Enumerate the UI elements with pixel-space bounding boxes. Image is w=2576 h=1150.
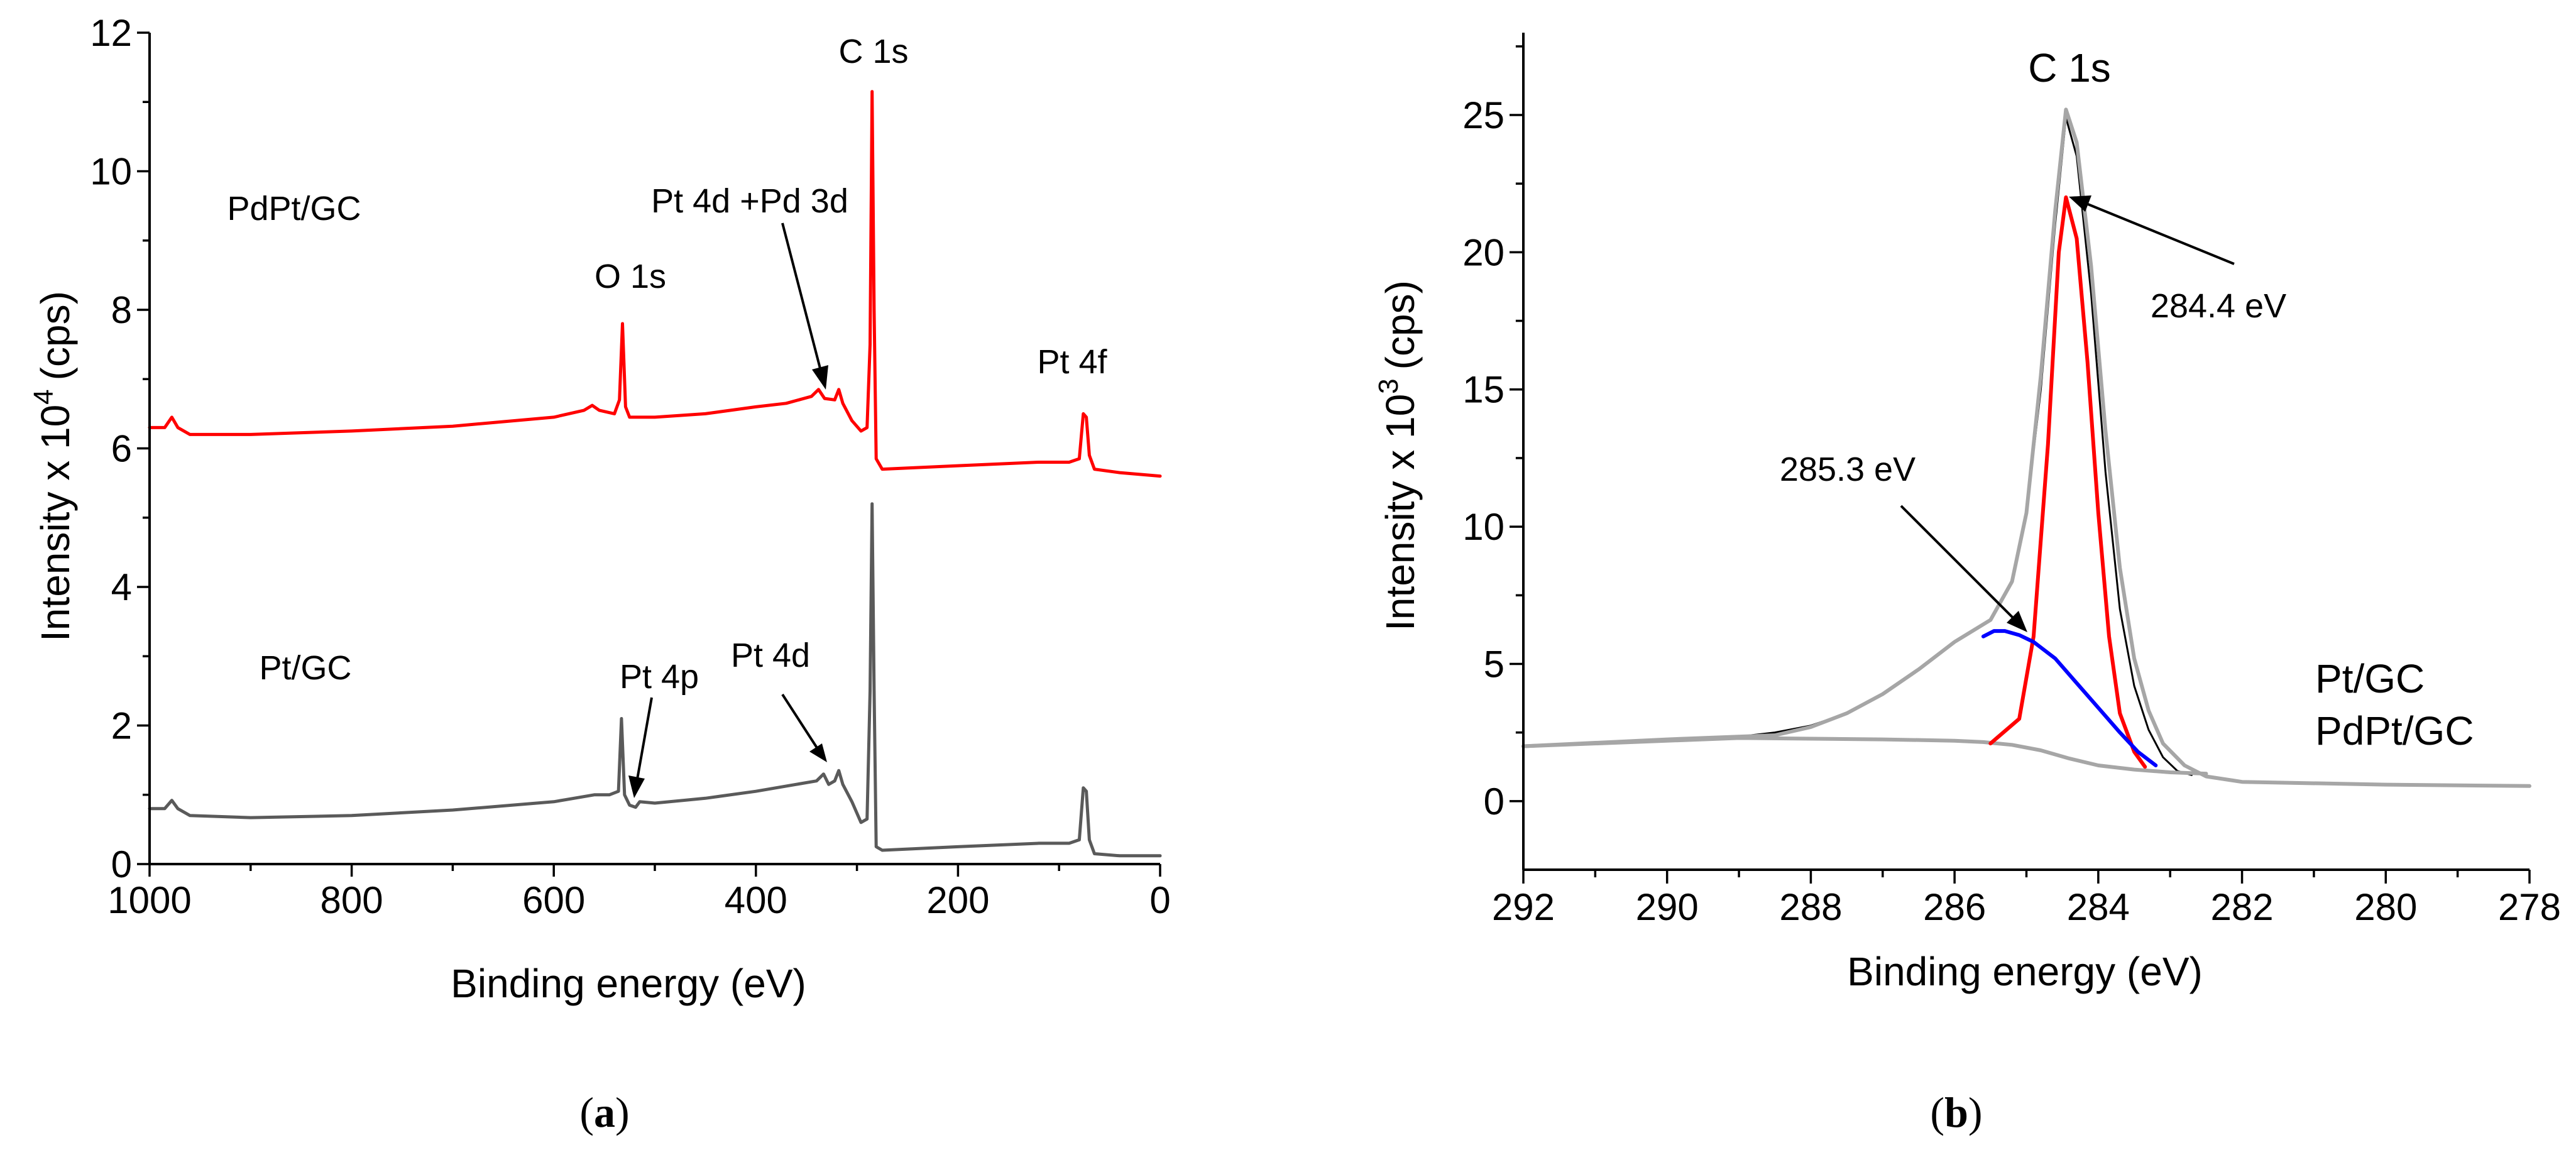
panel-b-caption-letter: b [1944,1088,1968,1136]
panel-a-label-pt4d-pd3d: Pt 4d +Pd 3d [651,182,848,220]
panel-a-label-pt4d: Pt 4d [731,637,810,674]
panel-a-label-pt4p: Pt 4p [620,658,699,696]
panel-a-y-tick-label: 8 [111,289,132,331]
panel-b-x-tick-label: 284 [2067,886,2130,928]
panel-b-x-tick-label: 282 [2211,886,2274,928]
panel-b-y-ticks: 0 5 10 15 20 25 [1462,45,1523,823]
panel-b-y-tick-label: 25 [1462,94,1504,136]
panel-b-x-tick-label: 290 [1636,886,1699,928]
panel-a-axes [148,33,1160,865]
panel-b-x-ticks: 292 290 288 286 284 282 280 278 [1492,870,2561,928]
panel-a-label-pt4f: Pt 4f [1037,343,1107,381]
panel-b-arrow-284-4ev [2069,195,2235,265]
panel-b-x-tick-label: 286 [1923,886,1986,928]
panel-b-chart: 292 290 288 286 284 282 280 278 0 5 10 15 20 25 Bind… [1373,33,2561,1136]
panel-b-x-tick-label: 278 [2498,886,2561,928]
panel-a-chart: 1000 800 600 400 200 0 0 2 4 6 8 10 12 Binding ener… [28,12,1171,1136]
panel-a-arrow-pt4p [628,697,653,798]
panel-b-label-285-3ev: 285.3 eV [1780,451,1916,488]
panel-a-arrow-pt4d [781,693,827,762]
panel-b-label-284-4ev: 284.4 eV [2151,287,2286,325]
panel-a-caption-letter: a [594,1088,615,1136]
panel-b-legend-item-pdpt-gc: PdPt/GC [2315,708,2474,753]
panel-a-y-tick-label: 6 [111,428,132,470]
panel-b-y-tick-label: 15 [1462,369,1504,411]
panel-a-y-axis-title-base: Intensity x 10 [33,405,78,642]
panel-a-x-tick-label: 200 [926,879,989,921]
panel-b-label-c1s: C 1s [2028,45,2111,90]
panel-a-y-axis-title-exponent: 4 [28,389,59,404]
panel-a-y-axis-title: Intensity x 104 (cps) [28,291,78,642]
panel-b-y-axis-title-base: Intensity x 10 [1378,394,1423,631]
panel-a-x-ticks: 1000 800 600 400 200 0 [107,864,1171,921]
panel-b-series-285-3-ev-component [1981,629,2158,767]
panel-a-x-tick-label: 400 [725,879,787,921]
panel-a-x-tick-label: 600 [522,879,585,921]
panel-b-series-pdpt-gc-envelope [1738,116,2193,776]
panel-b-y-axis-title-unit: (cps) [1378,280,1423,370]
panel-a-y-tick-label: 12 [90,12,132,54]
panel-b-y-axis-title-exponent: 3 [1373,378,1404,393]
panel-b-y-tick-label: 0 [1484,780,1504,823]
panel-b-y-axis-title: Intensity x 103 (cps) [1373,280,1423,631]
panel-b-legend-item-pt-gc: Pt/GC [2315,656,2425,701]
panel-a-x-tick-label: 0 [1149,879,1170,921]
panel-b-series-pt-gc-measured [1521,107,2531,788]
panel-a-x-tick-label: 800 [321,879,383,921]
panel-b-x-tick-label: 288 [1779,886,1842,928]
panel-a-label-pdpt-gc: PdPt/GC [227,190,361,227]
panel-b-legend: Pt/GC PdPt/GC [2315,656,2474,753]
panel-b-x-axis-title: Binding energy (eV) [1847,949,2203,994]
panel-a-label-c1s: C 1s [838,33,908,70]
panel-a-x-axis-title: Binding energy (eV) [451,961,806,1006]
panel-b-y-tick-label: 5 [1484,643,1504,685]
panel-b-y-tick-label: 20 [1462,231,1504,273]
panel-b-x-tick-label: 280 [2354,886,2417,928]
panel-a-y-tick-label: 0 [111,843,132,885]
panel-a-arrow-pt4d-pd3d [781,222,828,390]
panel-a-y-tick-label: 4 [111,566,132,608]
panel-a-series-pt-gc [148,502,1162,858]
panel-a-label-o1s: O 1s [595,258,666,295]
panel-a-series-group [148,90,1162,858]
panel-a-label-pt-gc: Pt/GC [259,649,351,687]
panel-b-y-tick-label: 10 [1462,506,1504,548]
panel-b-series-group [1521,107,2531,788]
panel-a-y-ticks: 0 2 4 6 8 10 12 [90,12,150,885]
panel-a-y-axis-title-unit: (cps) [33,291,78,380]
panel-b-series-shirley-background [1521,736,2208,776]
panel-b-arrow-285-3ev [1900,505,2027,632]
panel-a-y-tick-label: 2 [111,705,132,747]
panel-b-caption: (b) [1930,1088,1982,1136]
panel-a-caption: (a) [579,1088,629,1136]
panel-a-x-tick-label: 1000 [107,879,191,921]
panel-b-series-284-4-ev-component [1988,195,2147,769]
panel-b-x-tick-label: 292 [1492,886,1555,928]
panel-a-series-pdpt-gc [148,90,1162,478]
panel-a-y-tick-label: 10 [90,151,132,193]
